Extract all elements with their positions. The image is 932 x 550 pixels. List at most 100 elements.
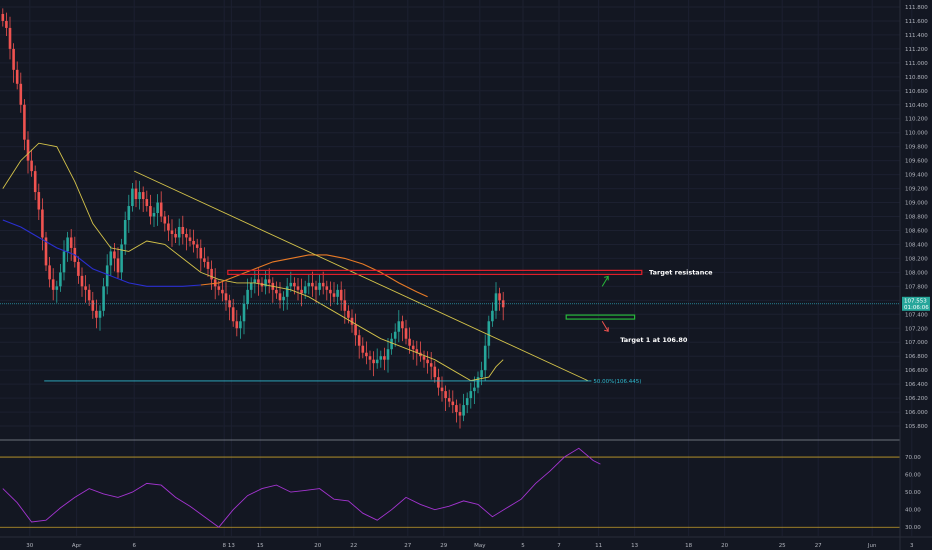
candle-body[interactable] — [59, 272, 62, 287]
candle-body[interactable] — [123, 220, 127, 245]
candle-body[interactable] — [318, 282, 321, 290]
candle-body[interactable] — [354, 324, 357, 336]
candle-body[interactable] — [480, 370, 483, 378]
candle-body[interactable] — [329, 289, 332, 294]
candle-body[interactable] — [138, 192, 141, 200]
candle-body[interactable] — [444, 391, 447, 399]
candle-body[interactable] — [408, 338, 411, 346]
candle-body[interactable] — [501, 300, 505, 308]
candle-body[interactable] — [451, 401, 455, 406]
candle-body[interactable] — [51, 279, 55, 290]
candle-body[interactable] — [231, 307, 235, 322]
candle-body[interactable] — [293, 282, 296, 287]
candle-body[interactable] — [465, 398, 469, 406]
candle-body[interactable] — [239, 321, 242, 329]
candle-body[interactable] — [285, 286, 289, 297]
candle-body[interactable] — [181, 226, 185, 234]
candle-body[interactable] — [311, 282, 314, 287]
candle-body[interactable] — [163, 216, 167, 224]
candle-body[interactable] — [69, 237, 73, 248]
candle-body[interactable] — [314, 286, 318, 290]
candle-body[interactable] — [77, 261, 80, 276]
candle-body[interactable] — [249, 282, 253, 290]
candle-body[interactable] — [368, 356, 372, 360]
candle-body[interactable] — [357, 335, 361, 346]
candle-body[interactable] — [321, 282, 325, 287]
candle-body[interactable] — [433, 366, 437, 378]
candle-body[interactable] — [415, 349, 419, 353]
candle-body[interactable] — [404, 328, 408, 339]
candle-body[interactable] — [393, 331, 397, 339]
candle-body[interactable] — [152, 213, 156, 217]
candle-body[interactable] — [8, 27, 12, 49]
candle-body[interactable] — [37, 192, 41, 210]
candle-body[interactable] — [483, 345, 487, 371]
candle-body[interactable] — [242, 303, 246, 322]
candle-body[interactable] — [361, 345, 365, 353]
candle-body[interactable] — [494, 293, 498, 311]
candle-body[interactable] — [30, 160, 33, 172]
resistance-zone[interactable] — [227, 269, 643, 275]
candle-body[interactable] — [476, 377, 480, 388]
rsi-pane[interactable] — [0, 447, 900, 528]
candle-body[interactable] — [336, 289, 339, 297]
candle-body[interactable] — [156, 202, 159, 214]
candle-body[interactable] — [487, 321, 491, 346]
candle-body[interactable] — [116, 258, 120, 273]
candle-body[interactable] — [325, 286, 329, 290]
candle-body[interactable] — [289, 282, 293, 287]
support-zone[interactable] — [565, 314, 636, 320]
candle-body[interactable] — [177, 226, 181, 238]
candle-body[interactable] — [375, 359, 379, 364]
candle-body[interactable] — [170, 230, 174, 234]
candle-body[interactable] — [127, 206, 131, 220]
candle-body[interactable] — [105, 265, 109, 287]
candle-body[interactable] — [66, 237, 69, 252]
candle-body[interactable] — [372, 359, 375, 364]
candle-body[interactable] — [203, 258, 206, 262]
candle-body[interactable] — [339, 289, 343, 301]
candle-body[interactable] — [300, 289, 303, 294]
candle-body[interactable] — [141, 192, 145, 200]
candle-body[interactable] — [296, 286, 300, 290]
candle-body[interactable] — [455, 405, 458, 413]
candle-body[interactable] — [429, 363, 433, 367]
candle-body[interactable] — [62, 251, 66, 273]
candle-body[interactable] — [275, 289, 278, 294]
candle-body[interactable] — [379, 356, 383, 360]
candle-body[interactable] — [469, 391, 473, 399]
candle-body[interactable] — [383, 356, 386, 360]
candle-body[interactable] — [41, 209, 44, 238]
candle-body[interactable] — [23, 104, 26, 140]
candle-body[interactable] — [473, 387, 476, 392]
candle-body[interactable] — [307, 282, 311, 287]
price-pane[interactable]: Target resistance 50.00%(106.445) Target 1… — [0, 8, 900, 429]
candle-body[interactable] — [206, 261, 210, 269]
candle-body[interactable] — [462, 405, 465, 416]
candle-body[interactable] — [12, 48, 15, 70]
candle-body[interactable] — [282, 296, 285, 301]
candle-body[interactable] — [44, 237, 48, 266]
candle-body[interactable] — [278, 293, 282, 301]
candle-body[interactable] — [33, 171, 37, 193]
candle-body[interactable] — [55, 286, 59, 290]
candle-body[interactable] — [15, 69, 19, 84]
candle-body[interactable] — [149, 206, 152, 217]
candle-body[interactable] — [48, 265, 51, 280]
candle-body[interactable] — [228, 300, 231, 308]
candle-body[interactable] — [411, 345, 415, 350]
candle-body[interactable] — [350, 317, 354, 325]
candle-body[interactable] — [386, 349, 390, 360]
candle-body[interactable] — [134, 188, 138, 200]
candle-body[interactable] — [84, 286, 87, 290]
candle-body[interactable] — [188, 237, 192, 241]
candle-body[interactable] — [1, 13, 5, 21]
candle-body[interactable] — [131, 188, 134, 207]
candle-body[interactable] — [401, 321, 404, 329]
candle-body[interactable] — [19, 83, 23, 105]
candle-body[interactable] — [113, 251, 116, 259]
candle-body[interactable] — [145, 199, 149, 207]
candle-body[interactable] — [159, 202, 163, 217]
candle-body[interactable] — [246, 289, 249, 304]
